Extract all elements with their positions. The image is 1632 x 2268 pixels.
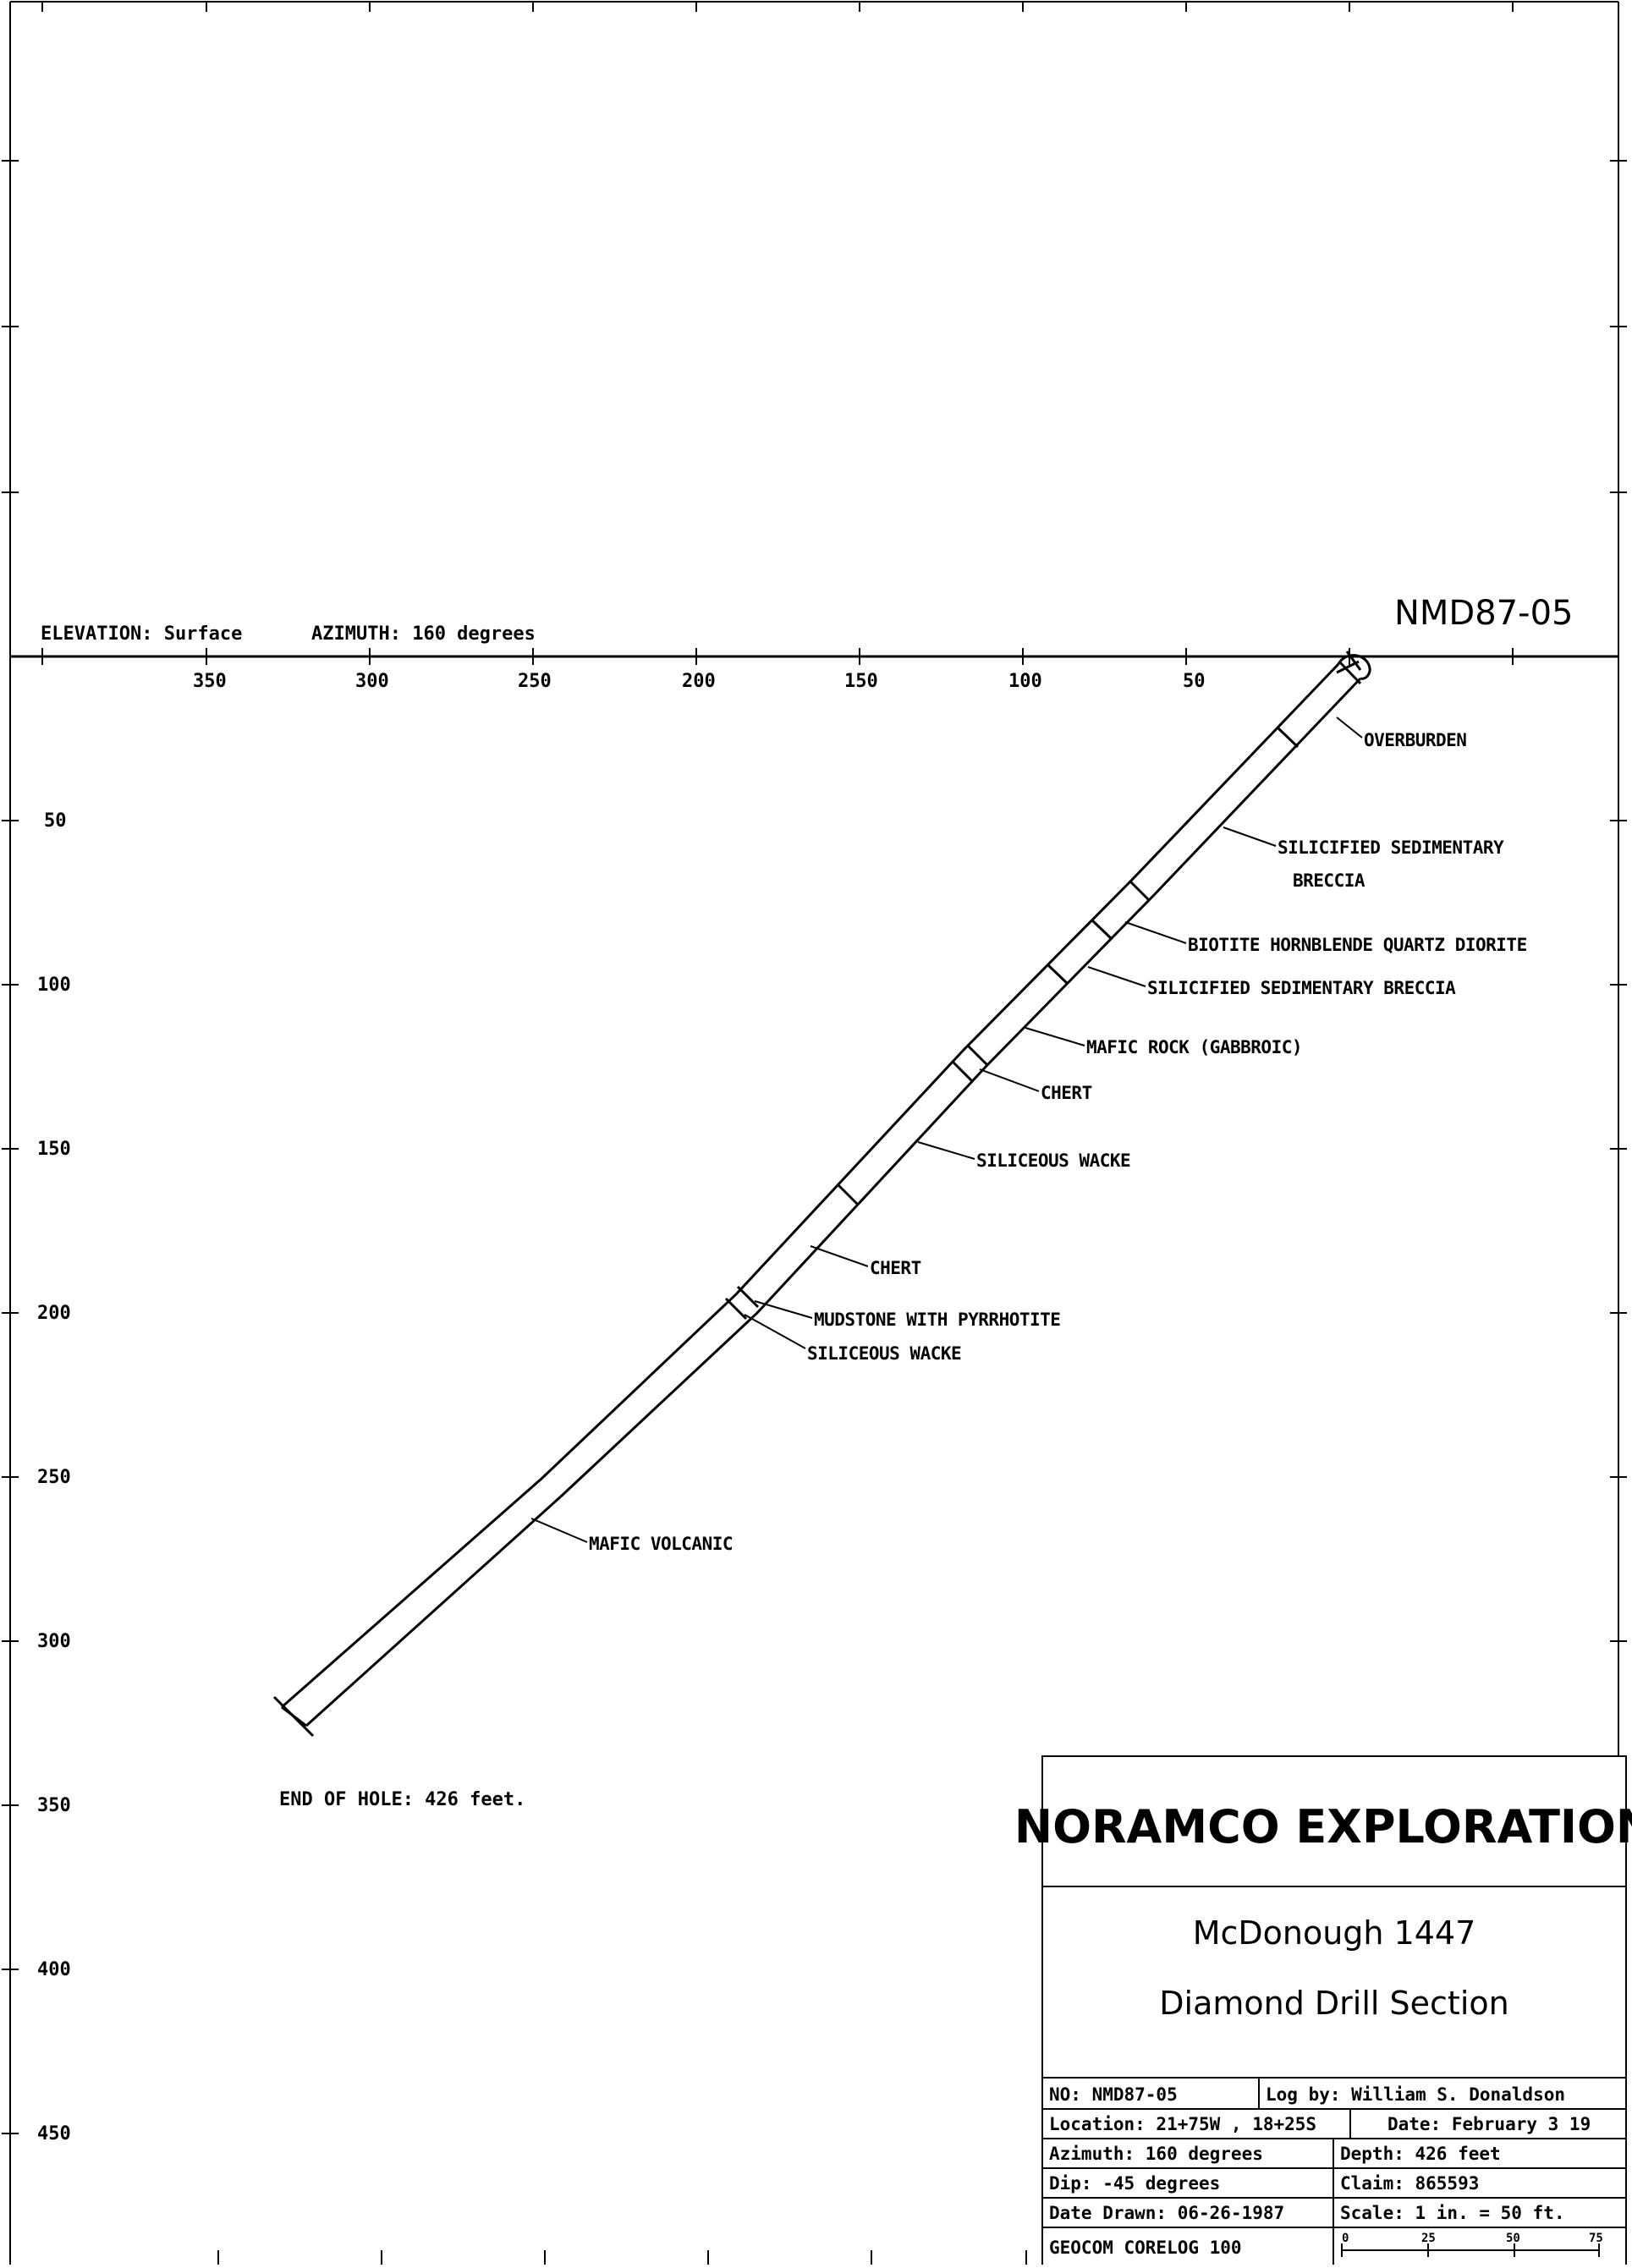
y-tick-label-150: 150: [37, 1139, 71, 1160]
scale-cell: Scale: 1 in. = 50 ft.: [1340, 2203, 1565, 2223]
drill-hole-trace: [272, 654, 1371, 1738]
label-mafic-volcanic: MAFIC VOLCANIC: [589, 1534, 733, 1554]
label-siliceous-wacke-1: SILICEOUS WACKE: [976, 1150, 1130, 1171]
y-tick-label-350: 350: [37, 1795, 71, 1816]
azimuth-cell: Azimuth: 160 degrees: [1049, 2144, 1263, 2164]
x-tick-label-50: 50: [1183, 671, 1206, 692]
lithology-labels: OVERBURDEN SILICIFIED SEDIMENTARY BRECCI…: [589, 730, 1527, 1554]
software-cell: GEOCOM CORELOG 100: [1049, 2238, 1242, 2258]
azimuth-label: AZIMUTH: 160 degrees: [311, 623, 536, 645]
label-silicified-breccia-1: SILICIFIED SEDIMENTARY: [1278, 837, 1504, 858]
label-quartz-diorite: BIOTITE HORNBLENDE QUARTZ DIORITE: [1188, 935, 1527, 955]
lithology-contacts: [724, 726, 1300, 1321]
x-tick-label-100: 100: [1008, 671, 1042, 692]
scale-bar-label-25: 25: [1421, 2232, 1436, 2245]
y-tick-label-200: 200: [37, 1303, 71, 1324]
x-tick-label-150: 150: [844, 671, 878, 692]
label-mudstone: MUDSTONE WITH PYRRHOTITE: [814, 1310, 1060, 1330]
label-chert-1: CHERT: [1041, 1083, 1092, 1103]
date-cell: Date: February 3 19: [1387, 2114, 1591, 2134]
logged-by-cell: Log by: William S. Donaldson: [1266, 2084, 1565, 2105]
hole-number-cell: NO: NMD87-05: [1049, 2084, 1178, 2105]
x-tick-label-350: 350: [193, 671, 227, 692]
project-name: McDonough 1447: [1193, 1914, 1476, 1952]
end-of-hole-label: END OF HOLE: 426 feet.: [279, 1789, 525, 1810]
elevation-label: ELEVATION: Surface: [41, 623, 242, 645]
y-tick-label-300: 300: [37, 1631, 71, 1652]
section-title: Diamond Drill Section: [1159, 1985, 1508, 2022]
label-silicified-breccia-1-line2: BRECCIA: [1293, 870, 1365, 891]
depth-cell: Depth: 426 feet: [1340, 2144, 1501, 2164]
y-tick-label-250: 250: [37, 1467, 71, 1488]
date-drawn-cell: Date Drawn: 06-26-1987: [1049, 2203, 1284, 2223]
company-name: NORAMCO EXPLORATION: [1014, 1800, 1632, 1853]
title-block: NORAMCO EXPLORATION McDonough 1447 Diamo…: [1014, 1755, 1632, 2268]
x-tick-label-200: 200: [682, 671, 716, 692]
y-tick-label-400: 400: [37, 1959, 71, 1980]
y-tick-label-450: 450: [37, 2123, 71, 2144]
dip-cell: Dip: -45 degrees: [1049, 2173, 1220, 2194]
label-leaders: [530, 717, 1363, 1543]
y-tick-label-50: 50: [44, 810, 67, 832]
y-axis-labels: 50 100 150 200 250 300 350 400 450: [37, 810, 71, 2144]
scale-bar-label-50: 50: [1506, 2232, 1520, 2245]
y-tick-label-100: 100: [37, 975, 71, 996]
label-overburden: OVERBURDEN: [1364, 730, 1466, 750]
label-silicified-breccia-2: SILICIFIED SEDIMENTARY BRECCIA: [1147, 978, 1456, 998]
x-tick-label-250: 250: [518, 671, 552, 692]
label-chert-2: CHERT: [870, 1258, 921, 1278]
scale-bar-label-0: 0: [1342, 2232, 1349, 2245]
location-cell: Location: 21+75W , 18+25S: [1049, 2114, 1316, 2134]
x-axis-labels: 350 300 250 200 150 100 50: [193, 671, 1206, 692]
label-siliceous-wacke-2: SILICEOUS WACKE: [807, 1343, 961, 1364]
claim-cell: Claim: 865593: [1340, 2173, 1479, 2194]
collar-marker: [1336, 651, 1362, 685]
hole-id: NMD87-05: [1394, 594, 1573, 633]
scale-bar-label-75: 75: [1589, 2232, 1603, 2245]
label-mafic-rock: MAFIC ROCK (GABBROIC): [1086, 1037, 1302, 1057]
scale-bar: [1341, 2243, 1600, 2257]
x-tick-label-300: 300: [355, 671, 389, 692]
